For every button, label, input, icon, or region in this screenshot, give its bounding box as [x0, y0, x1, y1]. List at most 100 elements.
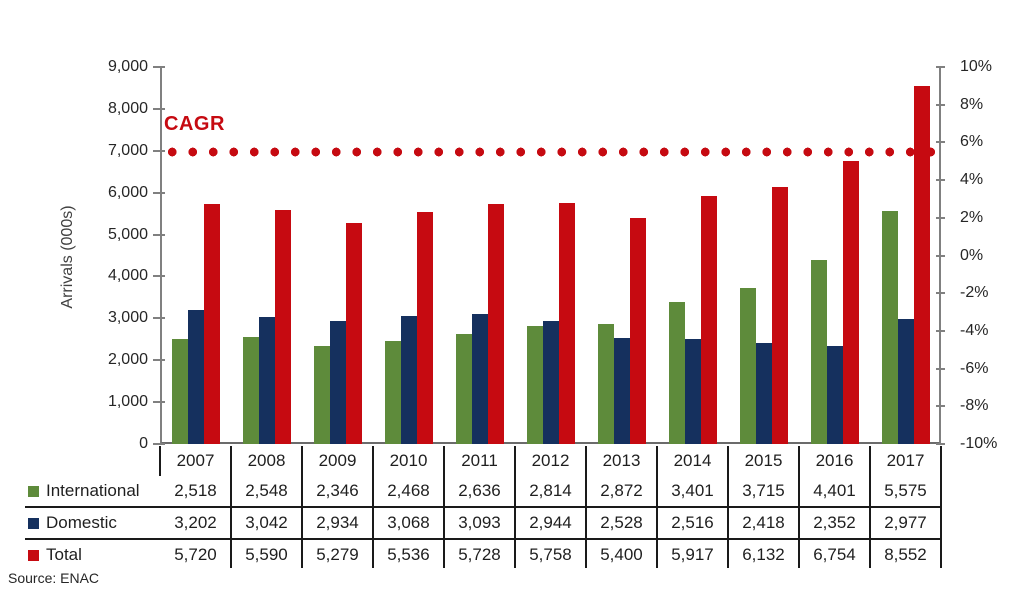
bar-total-2007	[203, 204, 220, 444]
table-cell-domestic-2010: 3,068	[387, 513, 430, 532]
right-axis-tick-mark	[936, 103, 945, 106]
table-cell-domestic-2009: 2,934	[316, 513, 359, 532]
table-cell-total-2014: 5,917	[671, 545, 714, 564]
year-header-2011: 2011	[461, 451, 498, 470]
bar-total-2017	[913, 85, 930, 444]
table-cell-international-2011: 2,636	[458, 481, 501, 500]
legend-label-total: Total	[46, 545, 82, 564]
left-axis-tick-mark	[153, 191, 165, 194]
bar-total-2008	[274, 209, 291, 444]
year-header-2007: 2007	[176, 451, 215, 470]
bar-international-2016	[810, 259, 827, 444]
left-axis-tick-label: 9,000	[107, 58, 148, 75]
year-header-2014: 2014	[673, 451, 712, 470]
year-header-2009: 2009	[318, 451, 357, 470]
table-cell-international-2015: 3,715	[742, 481, 785, 500]
right-axis-tick-mark	[936, 254, 945, 257]
bar-international-2010	[384, 340, 401, 444]
bar-domestic-2017	[897, 319, 914, 444]
table-cell-domestic-2008: 3,042	[245, 513, 288, 532]
table-column-separator	[656, 446, 658, 568]
bar-international-2007	[171, 338, 188, 444]
table-cell-total-2017: 8,552	[884, 545, 927, 564]
bar-total-2012	[558, 202, 575, 444]
bar-international-2014	[668, 301, 685, 444]
legend-swatch-domestic	[28, 517, 39, 529]
table-cell-total-2012: 5,758	[529, 545, 572, 564]
year-header-2017: 2017	[886, 451, 925, 470]
bar-international-2013	[597, 323, 614, 444]
left-axis-tick-mark	[153, 107, 165, 110]
left-axis-tick-mark	[153, 66, 165, 68]
right-axis-tick-label: -8%	[960, 397, 989, 415]
left-axis-tick-label: 4,000	[107, 267, 148, 285]
bar-total-2011	[487, 204, 504, 444]
left-axis-tick-mark	[153, 359, 165, 362]
table-cell-total-2013: 5,400	[600, 545, 643, 564]
bar-domestic-2014	[684, 338, 701, 444]
legend-international: International	[28, 476, 158, 506]
right-axis-tick-label: 6%	[960, 133, 984, 151]
bar-total-2010	[416, 212, 433, 444]
table-cell-total-2011: 5,728	[458, 545, 501, 564]
year-header-2008: 2008	[247, 451, 286, 470]
table-column-separator	[869, 446, 871, 568]
table-cell-domestic-2013: 2,528	[600, 513, 643, 532]
table-cell-international-2009: 2,346	[316, 481, 359, 500]
left-axis-tick-label: 2,000	[107, 351, 148, 369]
left-axis-tick-label: 5,000	[107, 225, 148, 243]
table-cell-international-2013: 2,872	[600, 481, 643, 500]
left-axis-tick-label: 6,000	[107, 183, 148, 201]
bar-total-2009	[345, 222, 362, 444]
bar-domestic-2008	[258, 316, 275, 444]
legend-label-domestic: Domestic	[46, 513, 117, 532]
table-column-separator	[727, 446, 729, 568]
bar-total-2013	[629, 217, 646, 444]
bar-total-2015	[771, 187, 788, 444]
left-axis-title: Arrivals (000s)	[59, 205, 76, 309]
year-header-2015: 2015	[744, 451, 783, 470]
table-cell-total-2016: 6,754	[813, 545, 856, 564]
table-column-separator	[798, 446, 800, 568]
table-column-separator	[372, 446, 374, 568]
cagr-dotted-line	[162, 147, 939, 157]
bar-domestic-2010	[400, 315, 417, 444]
bar-total-2014	[700, 196, 717, 444]
left-axis-tick-mark	[153, 317, 165, 320]
table-column-separator	[514, 446, 516, 568]
year-header-2012: 2012	[531, 451, 570, 470]
table-left-edge	[159, 446, 161, 476]
right-axis-tick-mark	[936, 367, 945, 370]
table-rule-1	[25, 506, 941, 508]
table-cell-international-2008: 2,548	[245, 481, 288, 500]
table-cell-domestic-2011: 3,093	[458, 513, 501, 532]
table-cell-international-2012: 2,814	[529, 481, 572, 500]
bar-domestic-2016	[826, 345, 843, 444]
table-cell-total-2010: 5,536	[387, 545, 430, 564]
table-cell-domestic-2012: 2,944	[529, 513, 572, 532]
right-axis-tick-mark	[936, 292, 945, 295]
table-cell-international-2017: 5,575	[884, 481, 927, 500]
right-axis-tick-label: -10%	[960, 435, 998, 452]
left-axis-tick-mark	[153, 443, 165, 445]
right-axis-tick-label: 10%	[960, 58, 993, 75]
left-axis-tick-label: 7,000	[107, 141, 148, 159]
bar-international-2008	[242, 337, 259, 444]
left-axis-tick-mark	[153, 233, 165, 236]
right-axis-tick-mark	[936, 405, 945, 408]
left-axis-tick-mark	[153, 401, 165, 404]
bar-international-2015	[739, 288, 756, 444]
right-axis-tick-label: 0%	[960, 246, 984, 264]
table-cell-total-2008: 5,590	[245, 545, 288, 564]
right-axis-tick-mark	[936, 443, 945, 445]
bar-domestic-2007	[187, 309, 204, 444]
right-axis-tick-mark	[936, 141, 945, 144]
right-axis-tick-label: 4%	[960, 171, 984, 189]
table-cell-total-2009: 5,279	[316, 545, 359, 564]
table-cell-domestic-2016: 2,352	[813, 513, 856, 532]
table-column-separator	[301, 446, 303, 568]
legend-label-international: International	[46, 481, 140, 500]
table-column-separator	[443, 446, 445, 568]
table-cell-international-2014: 3,401	[671, 481, 714, 500]
